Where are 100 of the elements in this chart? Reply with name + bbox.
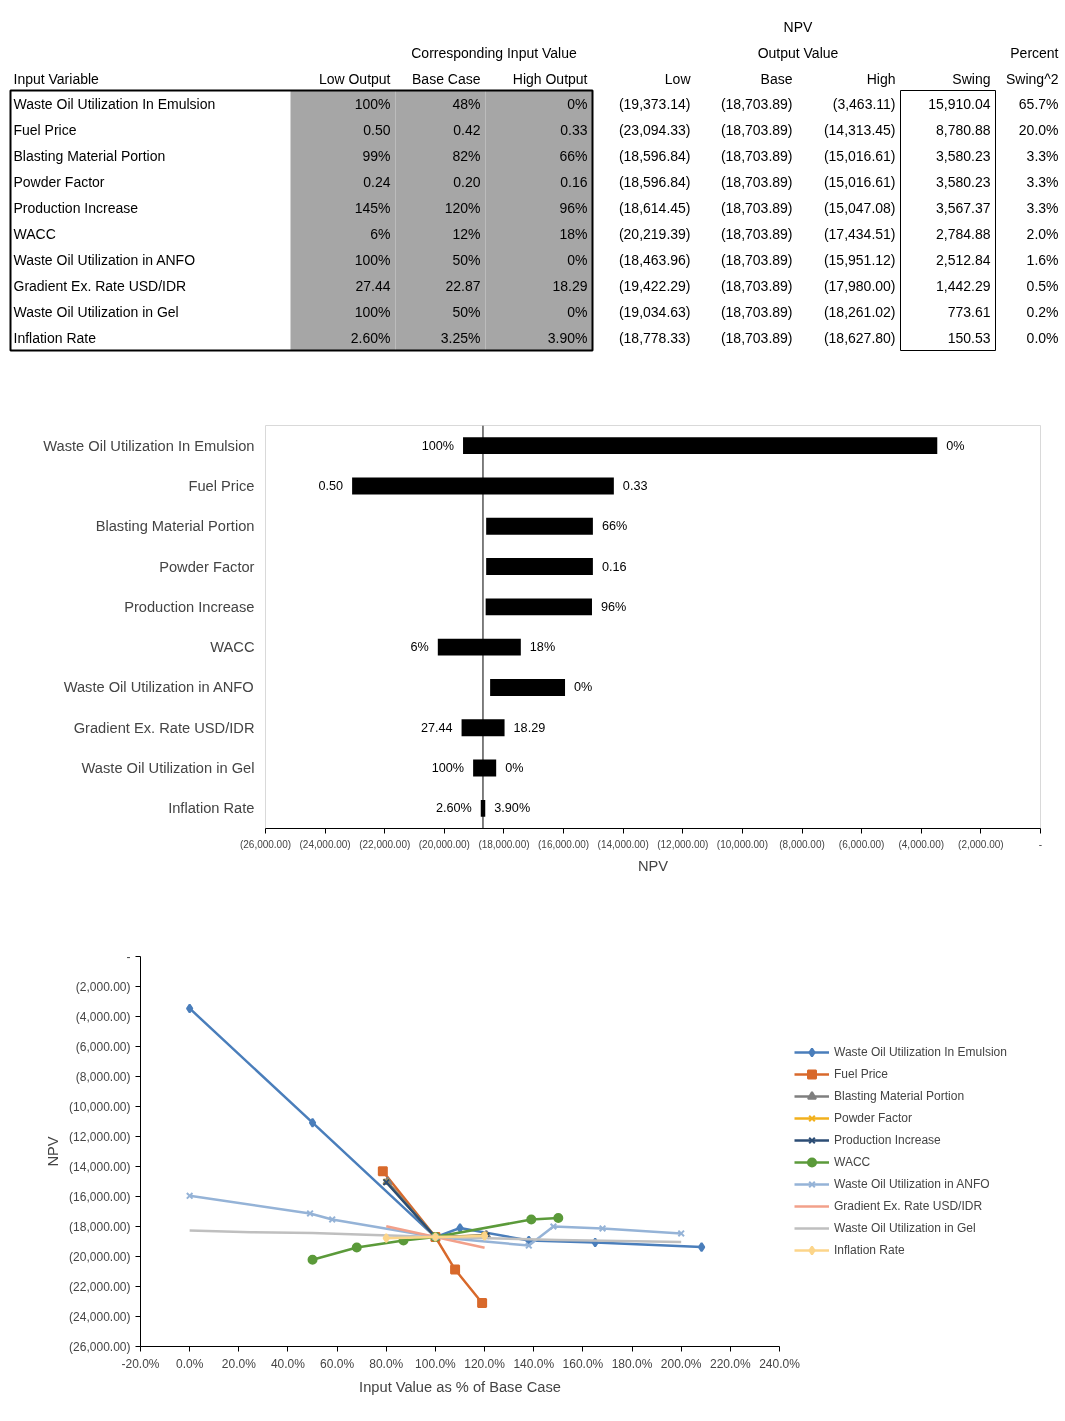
annotation: 0.50: [318, 479, 344, 494]
x-tick-label: (4,000.00): [898, 838, 945, 850]
text: 0.42: [453, 121, 481, 138]
y-tick-label: (18,000.00): [69, 1219, 131, 1234]
text: 2.60%: [350, 329, 391, 346]
y-tick-label: (12,000.00): [69, 1129, 131, 1144]
text: (18,261.02): [823, 303, 896, 320]
category-label: High: [866, 70, 896, 87]
text: (18,463.96): [618, 251, 691, 268]
x-tick-label: (20,000.00): [418, 838, 470, 850]
text: 15,910.04: [928, 95, 991, 112]
annotation: 0.33: [622, 479, 648, 494]
text: 12%: [452, 225, 481, 242]
text: (18,703.89): [720, 329, 793, 346]
legend-label: Powder Factor: [834, 1111, 913, 1125]
text: 150.53: [947, 329, 991, 346]
legend-label: Blasting Material Portion: [834, 1089, 965, 1103]
legend-label: Production Increase: [834, 1133, 941, 1147]
annotation: 0%: [505, 761, 524, 776]
category-label: Swing^2: [1006, 70, 1059, 87]
text: 3,567.37: [936, 199, 991, 216]
text: 3.90%: [547, 329, 588, 346]
text: 0.24: [363, 173, 391, 190]
x-tick-label: (6,000.00): [838, 838, 885, 850]
legend-label: WACC: [834, 1155, 871, 1169]
category-label: Fuel Price: [13, 121, 77, 138]
category-label: Low Output: [318, 70, 391, 87]
x-tick-label: (2,000.00): [958, 838, 1004, 850]
text: 120%: [444, 199, 481, 216]
x-tick-label: 60.0%: [320, 1356, 355, 1371]
text: (18,596.84): [618, 173, 691, 190]
text: 100%: [354, 95, 391, 112]
text: (18,703.89): [720, 303, 793, 320]
category-label: Input Variable: [13, 70, 100, 87]
text: 99%: [362, 147, 391, 164]
text: (20,219.39): [618, 225, 691, 242]
y-tick-label: Blasting Material Portion: [95, 518, 255, 535]
text: 1,442.29: [936, 277, 991, 294]
text: (18,703.89): [720, 147, 793, 164]
text: 773.61: [947, 303, 991, 320]
text: 145%: [354, 199, 391, 216]
annotation: 66%: [601, 519, 628, 534]
text: (17,434.51): [823, 225, 896, 242]
text: 20.0%: [1018, 121, 1059, 138]
text: 0.20: [453, 173, 481, 190]
y-tick-label: (22,000.00): [69, 1279, 131, 1294]
text: Corresponding Input Value: [411, 44, 577, 61]
x-tick-label: -: [1038, 838, 1043, 850]
text: 18%: [559, 225, 588, 242]
text: (17,980.00): [823, 277, 896, 294]
text: NPV: [783, 18, 814, 35]
text: (15,016.61): [823, 147, 896, 164]
text: (18,703.89): [720, 199, 793, 216]
x-axis-title: Input Value as % of Base Case: [359, 1378, 561, 1395]
x-tick-label: 40.0%: [270, 1356, 306, 1371]
text: 0%: [567, 95, 588, 112]
text: 6%: [370, 225, 391, 242]
x-tick-label: (16,000.00): [538, 838, 590, 850]
category-label: Blasting Material Portion: [13, 147, 166, 164]
category-label: Low: [664, 70, 692, 87]
text: 2.0%: [1026, 225, 1059, 242]
text: 3.25%: [440, 329, 481, 346]
annotation: 0%: [946, 438, 965, 453]
x-tick-label: 180.0%: [611, 1356, 653, 1371]
text: (15,951.12): [823, 251, 896, 268]
y-tick-label: (20,000.00): [69, 1249, 131, 1264]
annotation: 27.44: [420, 721, 453, 736]
text: 3.3%: [1026, 147, 1059, 164]
annotation: 2.60%: [435, 801, 472, 816]
x-tick-label: (24,000.00): [299, 838, 351, 850]
annotation: 100%: [431, 761, 465, 776]
legend-label: Fuel Price: [834, 1067, 889, 1081]
x-tick-label: (10,000.00): [716, 838, 769, 850]
text: 2,512.84: [936, 251, 991, 268]
text: (15,016.61): [823, 173, 896, 190]
text: 0%: [567, 303, 588, 320]
y-tick-label: (4,000.00): [75, 1009, 131, 1024]
text: 0.5%: [1026, 277, 1059, 294]
text: (18,703.89): [720, 95, 793, 112]
text: 2,784.88: [936, 225, 991, 242]
text: 0.50: [363, 121, 391, 138]
text: 3,580.23: [936, 173, 991, 190]
annotation: 6%: [410, 640, 429, 655]
y-tick-label: Gradient Ex. Rate USD/IDR: [73, 719, 255, 736]
y-tick-label: (2,000.00): [75, 979, 131, 994]
text: 22.87: [445, 277, 481, 294]
y-tick-label: Waste Oil Utilization In Emulsion: [43, 437, 255, 454]
legend-label: Waste Oil Utilization in Gel: [834, 1221, 976, 1235]
x-tick-label: 240.0%: [759, 1356, 801, 1371]
text: (15,047.08): [823, 199, 896, 216]
y-tick-label: (24,000.00): [69, 1309, 131, 1324]
x-tick-label: (8,000.00): [779, 838, 825, 850]
text: Output Value: [757, 44, 839, 61]
x-tick-label: (12,000.00): [657, 838, 709, 850]
text: 3.3%: [1026, 173, 1059, 190]
category-label: Inflation Rate: [13, 329, 96, 346]
legend-label: Inflation Rate: [834, 1243, 905, 1257]
text: (3,463.11): [832, 95, 896, 112]
y-tick-label: (26,000.00): [69, 1339, 131, 1354]
x-tick-label: 200.0%: [660, 1356, 702, 1371]
